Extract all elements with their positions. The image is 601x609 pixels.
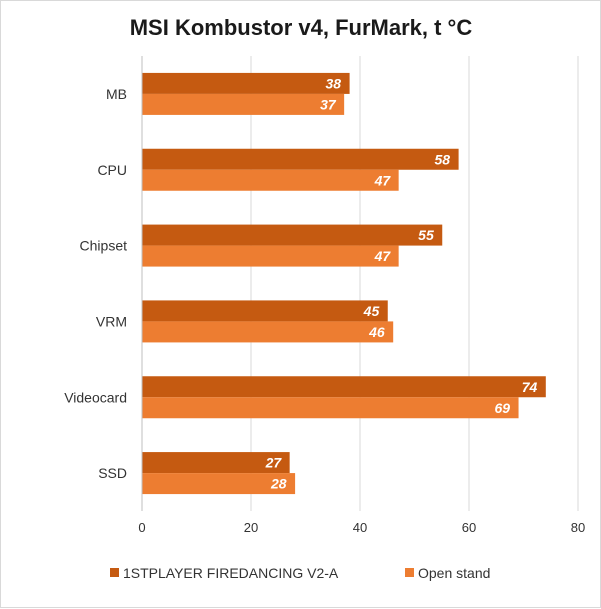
data-label-videocard-series-1: 74 <box>522 379 538 395</box>
x-tick-label: 60 <box>462 520 476 535</box>
data-label-videocard-series-2: 69 <box>494 400 510 416</box>
category-label-vrm: VRM <box>96 313 127 329</box>
data-label-vrm-series-2: 46 <box>368 324 385 340</box>
grid-lines <box>141 56 579 511</box>
bar-mb-series-2 <box>142 93 345 115</box>
data-label-chipset-series-1: 55 <box>418 227 434 243</box>
legend-label-series-2: Open stand <box>418 565 490 581</box>
data-label-mb-series-2: 37 <box>320 96 337 112</box>
data-label-mb-series-1: 38 <box>326 75 342 91</box>
category-label-ssd: SSD <box>98 465 127 481</box>
bar-vrm-series-2 <box>142 321 394 343</box>
labels: 0 20 40 60 80 MB 38 37 CPU 58 47 Chipset 55 47 VRM 45 46… <box>64 75 585 535</box>
x-tick-label: 80 <box>571 520 585 535</box>
bar-videocard-series-2 <box>142 397 519 419</box>
bar-chipset-series-2 <box>142 245 399 267</box>
bar-cpu-series-2 <box>142 169 399 191</box>
data-label-vrm-series-1: 45 <box>363 303 380 319</box>
x-tick-label: 0 <box>138 520 145 535</box>
legend-label-series-1: 1STPLAYER FIREDANCING V2-A <box>123 565 339 581</box>
category-label-chipset: Chipset <box>80 238 128 254</box>
data-label-cpu-series-1: 58 <box>435 151 451 167</box>
x-tick-label: 40 <box>353 520 367 535</box>
bar-chipset-series-1 <box>142 224 443 246</box>
legend-swatch-series-2 <box>405 568 414 577</box>
bar-vrm-series-1 <box>142 300 388 322</box>
legend: 1STPLAYER FIREDANCING V2-A Open stand <box>110 565 490 581</box>
category-label-cpu: CPU <box>97 162 127 178</box>
bar-videocard-series-1 <box>142 376 546 398</box>
data-label-cpu-series-2: 47 <box>374 172 392 188</box>
bar-cpu-series-1 <box>142 148 459 170</box>
category-label-mb: MB <box>106 86 127 102</box>
bar-ssd-series-2 <box>142 473 296 495</box>
legend-swatch-series-1 <box>110 568 119 577</box>
data-label-chipset-series-2: 47 <box>374 248 392 264</box>
bar-ssd-series-1 <box>142 452 290 474</box>
data-label-ssd-series-2: 28 <box>270 476 287 492</box>
data-label-ssd-series-1: 27 <box>265 455 283 471</box>
category-label-videocard: Videocard <box>64 389 127 405</box>
chart-title: MSI Kombustor v4, FurMark, t °C <box>130 15 473 40</box>
bars <box>142 72 546 495</box>
bar-mb-series-1 <box>142 72 350 94</box>
x-tick-label: 20 <box>244 520 258 535</box>
